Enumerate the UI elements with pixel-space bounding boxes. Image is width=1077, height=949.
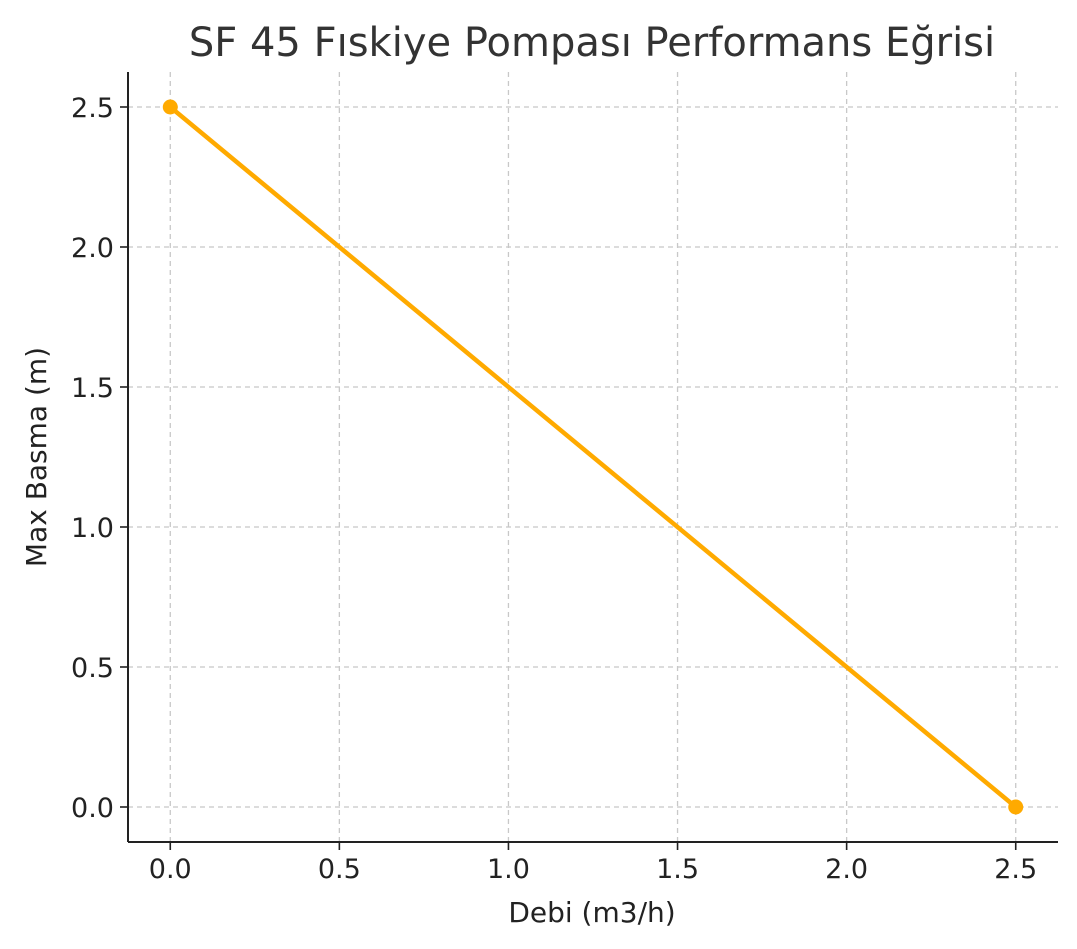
axes-spines [127,72,1058,843]
y-tick-label: 0.5 [71,653,114,684]
y-tick-label: 1.5 [71,373,114,404]
y-tick-label: 1.0 [71,513,114,544]
series-layer [162,99,1024,815]
y-axis-ticks: 0.0 0.5 1.0 1.5 2.0 2.5 [71,93,128,824]
series-line [168,104,1018,810]
data-point [1008,799,1024,815]
y-tick-label: 2.0 [71,233,114,264]
data-point [162,99,178,115]
y-axis-label: Max Basma (m) [20,347,53,567]
x-tick-label: 0.0 [149,854,192,885]
x-axis-ticks: 0.0 0.5 1.0 1.5 2.0 2.5 [149,842,1037,885]
x-tick-label: 1.5 [656,854,699,885]
x-tick-label: 1.0 [487,854,530,885]
x-tick-label: 0.5 [318,854,361,885]
y-tick-label: 2.5 [71,93,114,124]
x-tick-label: 2.5 [994,854,1037,885]
x-tick-label: 2.0 [825,854,868,885]
x-axis-label: Debi (m3/h) [508,896,675,929]
grid-layer [128,72,1058,842]
y-tick-label: 0.0 [71,793,114,824]
chart-title: SF 45 Fıskiye Pompası Performans Eğrisi [189,20,995,66]
